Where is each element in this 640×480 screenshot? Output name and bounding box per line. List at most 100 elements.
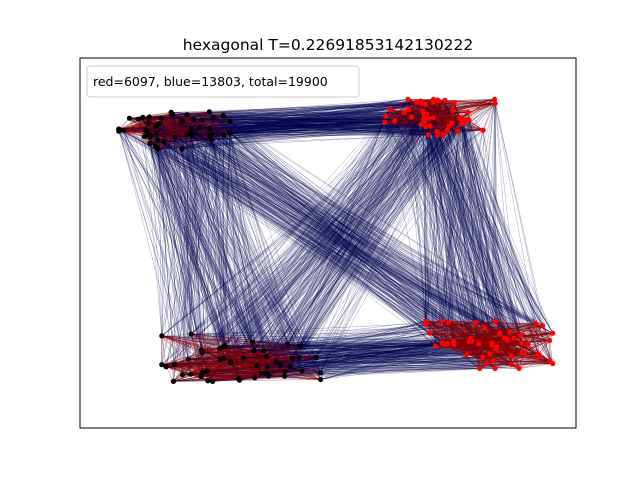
graph-edge — [459, 118, 540, 357]
graph-edge — [290, 342, 443, 368]
graph-node — [487, 351, 493, 357]
graph-edge — [165, 130, 458, 367]
graph-edge — [423, 119, 491, 354]
graph-edge — [149, 136, 240, 381]
graph-edge — [193, 119, 230, 134]
graph-edge — [174, 136, 525, 353]
graph-node — [147, 140, 153, 146]
graph-node — [423, 124, 429, 130]
graph-edge — [424, 121, 497, 348]
graph-edge — [254, 109, 391, 378]
graph-edge — [156, 132, 258, 366]
graph-edge — [149, 116, 266, 374]
graph-edge — [238, 103, 496, 379]
graph-node — [519, 340, 525, 346]
graph-edge — [212, 117, 496, 322]
graph-node — [444, 340, 451, 346]
graph-edge — [212, 134, 264, 351]
graph-edge — [181, 123, 436, 346]
graph-edge — [173, 104, 426, 382]
graph-edge — [181, 148, 470, 342]
graph-node — [296, 355, 302, 361]
graph-edge — [441, 118, 461, 343]
graph-edge — [416, 102, 436, 346]
graph-node — [401, 110, 407, 116]
graph-edge — [224, 103, 496, 346]
graph-edge — [160, 118, 221, 360]
graph-edge — [428, 118, 525, 353]
graph-edge — [495, 321, 512, 365]
graph-edge — [495, 320, 553, 334]
graph-edge — [229, 132, 446, 345]
graph-edge — [229, 132, 493, 344]
graph-edge — [229, 131, 508, 340]
graph-edge — [471, 340, 522, 344]
graph-edge — [157, 140, 175, 365]
graph-edge — [468, 119, 553, 364]
graph-edge — [170, 112, 253, 343]
graph-edge — [155, 126, 317, 358]
graph-edge — [156, 132, 525, 353]
graph-node — [517, 332, 524, 338]
graph-edge — [209, 130, 448, 137]
graph-edge — [149, 136, 269, 377]
graph-edge — [292, 357, 317, 359]
graph-edge — [191, 130, 430, 334]
graph-edge — [423, 119, 467, 355]
graph-edge — [394, 120, 523, 353]
graph-edge — [191, 130, 500, 334]
graph-edge — [284, 122, 452, 377]
graph-node — [392, 118, 398, 124]
graph-edge — [201, 119, 492, 345]
graph-node — [168, 109, 174, 115]
graph-edge — [268, 120, 395, 377]
graph-edge — [298, 118, 461, 358]
graph-edge — [301, 99, 438, 372]
graph-edge — [423, 119, 522, 344]
graph-edge — [407, 99, 497, 348]
graph-edge — [155, 145, 454, 342]
graph-edge — [436, 102, 455, 132]
graph-edge — [149, 116, 525, 353]
graph-edge — [265, 125, 431, 374]
graph-edge — [284, 118, 461, 372]
graph-edge — [491, 103, 496, 345]
graph-edge — [254, 130, 448, 378]
graph-edge — [460, 124, 494, 361]
graph-edge — [155, 145, 539, 355]
graph-edge — [146, 99, 409, 132]
graph-edge — [223, 115, 254, 351]
graph-edge — [161, 100, 421, 365]
graph-edge — [160, 100, 421, 119]
graph-node — [439, 340, 445, 346]
graph-edge — [436, 131, 521, 336]
graph-edge — [199, 127, 221, 349]
graph-edge — [252, 101, 434, 343]
graph-edge — [428, 134, 511, 332]
graph-edge — [200, 362, 231, 377]
graph-edge — [219, 341, 470, 349]
graph-edge — [407, 99, 422, 125]
graph-edge — [170, 112, 262, 374]
graph-edge — [155, 145, 426, 325]
graph-edge — [420, 100, 505, 338]
graph-edge — [263, 344, 455, 352]
graph-edge — [118, 128, 192, 335]
graph-edge — [437, 100, 522, 343]
graph-edge — [263, 350, 491, 354]
graph-node — [171, 361, 177, 367]
graph-edge — [460, 124, 543, 326]
graph-node — [273, 359, 279, 365]
graph-edge — [189, 112, 405, 135]
graph-node — [116, 126, 122, 132]
graph-edge — [209, 128, 267, 357]
graph-edge — [163, 141, 268, 368]
graph-edge — [468, 119, 551, 361]
graph-edge — [433, 99, 485, 328]
graph-edge — [161, 120, 426, 337]
graph-edge — [155, 126, 321, 373]
graph-edge — [394, 120, 454, 342]
graph-edge — [149, 143, 189, 360]
graph-node — [143, 128, 149, 134]
